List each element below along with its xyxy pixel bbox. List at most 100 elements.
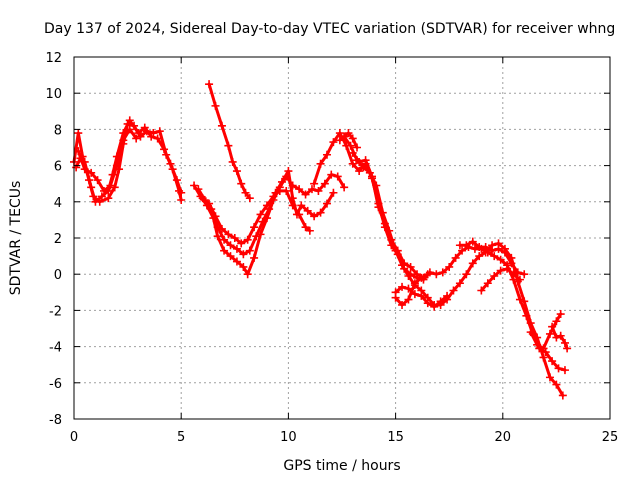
data-point-marker xyxy=(217,224,226,233)
data-series xyxy=(70,80,572,400)
data-point-marker xyxy=(320,179,329,188)
data-point-marker xyxy=(106,181,115,190)
data-point-marker xyxy=(217,121,226,130)
data-point-marker xyxy=(355,157,364,166)
data-point-marker xyxy=(468,259,477,268)
data-point-marker xyxy=(483,279,492,288)
data-point-marker xyxy=(329,138,338,147)
data-point-marker xyxy=(297,201,306,210)
data-point-marker xyxy=(232,257,241,266)
data-point-marker xyxy=(295,210,304,219)
data-point-marker xyxy=(335,136,344,145)
data-point-marker xyxy=(507,259,516,268)
data-point-marker xyxy=(393,246,402,255)
data-point-marker xyxy=(250,223,259,232)
data-point-marker xyxy=(125,125,134,134)
data-point-marker xyxy=(445,262,454,271)
data-point-marker xyxy=(526,328,535,337)
data-point-marker xyxy=(539,344,548,353)
data-point-marker xyxy=(224,141,233,150)
data-point-marker xyxy=(558,391,567,400)
data-point-marker xyxy=(520,297,529,306)
data-point-marker xyxy=(451,253,460,262)
x-tick-label: 5 xyxy=(177,430,185,445)
data-point-marker xyxy=(322,199,331,208)
data-point-marker xyxy=(417,291,426,300)
data-point-marker xyxy=(80,165,89,174)
data-point-marker xyxy=(132,134,141,143)
data-point-marker xyxy=(91,197,100,206)
data-point-marker xyxy=(335,129,344,138)
data-point-marker xyxy=(303,206,312,215)
grid xyxy=(74,57,610,419)
data-point-marker xyxy=(438,268,447,277)
series-arc-3-line xyxy=(76,127,138,193)
data-point-marker xyxy=(509,270,518,279)
data-point-marker xyxy=(430,302,439,311)
data-point-marker xyxy=(307,185,316,194)
data-point-marker xyxy=(359,163,368,172)
y-axis-label: SDTVAR / TECUs xyxy=(8,181,24,296)
data-point-marker xyxy=(314,186,323,195)
data-point-marker xyxy=(232,244,241,253)
data-point-marker xyxy=(252,232,261,241)
data-point-marker xyxy=(72,163,81,172)
y-tick-label: -4 xyxy=(49,341,62,356)
data-point-marker xyxy=(436,297,445,306)
data-point-marker xyxy=(310,212,319,221)
data-point-marker xyxy=(494,244,503,253)
data-point-marker xyxy=(432,270,441,279)
data-point-marker xyxy=(355,167,364,176)
data-point-marker xyxy=(301,190,310,199)
x-tick-label: 15 xyxy=(387,430,404,445)
data-point-marker xyxy=(526,319,535,328)
x-tick-label: 10 xyxy=(280,430,297,445)
data-point-marker xyxy=(423,299,432,308)
data-point-marker xyxy=(391,293,400,302)
data-point-marker xyxy=(245,194,254,203)
data-point-marker xyxy=(449,286,458,295)
data-point-marker xyxy=(404,295,413,304)
data-point-marker xyxy=(404,272,413,281)
y-tick-label: 6 xyxy=(54,160,62,175)
data-point-marker xyxy=(545,329,554,338)
data-point-marker xyxy=(361,156,370,165)
data-point-marker xyxy=(211,101,220,110)
data-point-marker xyxy=(147,132,156,141)
y-tick-label: 8 xyxy=(54,123,62,138)
data-point-marker xyxy=(243,235,252,244)
data-point-marker xyxy=(353,143,362,152)
data-point-marker xyxy=(316,208,325,217)
data-point-marker xyxy=(295,185,304,194)
data-point-marker xyxy=(172,176,181,185)
data-point-marker xyxy=(258,217,267,226)
x-axis-label: GPS time / hours xyxy=(283,458,400,474)
data-point-marker xyxy=(462,270,471,279)
data-point-marker xyxy=(348,148,357,157)
series-arc-8-line xyxy=(312,131,567,372)
data-point-marker xyxy=(556,331,565,340)
data-point-marker xyxy=(74,129,83,138)
data-point-marker xyxy=(310,179,319,188)
data-point-marker xyxy=(404,284,413,293)
data-point-marker xyxy=(552,317,561,326)
data-point-marker xyxy=(552,333,561,342)
data-point-marker xyxy=(198,194,207,203)
data-point-marker xyxy=(400,259,409,268)
data-point-marker xyxy=(239,250,248,259)
data-point-marker xyxy=(380,219,389,228)
series-arc-10-line xyxy=(351,151,425,280)
data-point-marker xyxy=(560,366,569,375)
data-point-marker xyxy=(413,270,422,279)
data-point-marker xyxy=(243,270,252,279)
data-point-marker xyxy=(220,246,229,255)
data-point-marker xyxy=(74,147,83,156)
data-point-marker xyxy=(153,134,162,143)
data-point-marker xyxy=(119,136,128,145)
data-point-marker xyxy=(348,134,357,143)
data-point-marker xyxy=(548,357,557,366)
data-point-marker xyxy=(496,266,505,275)
data-point-marker xyxy=(282,186,291,195)
data-point-marker xyxy=(490,252,499,261)
